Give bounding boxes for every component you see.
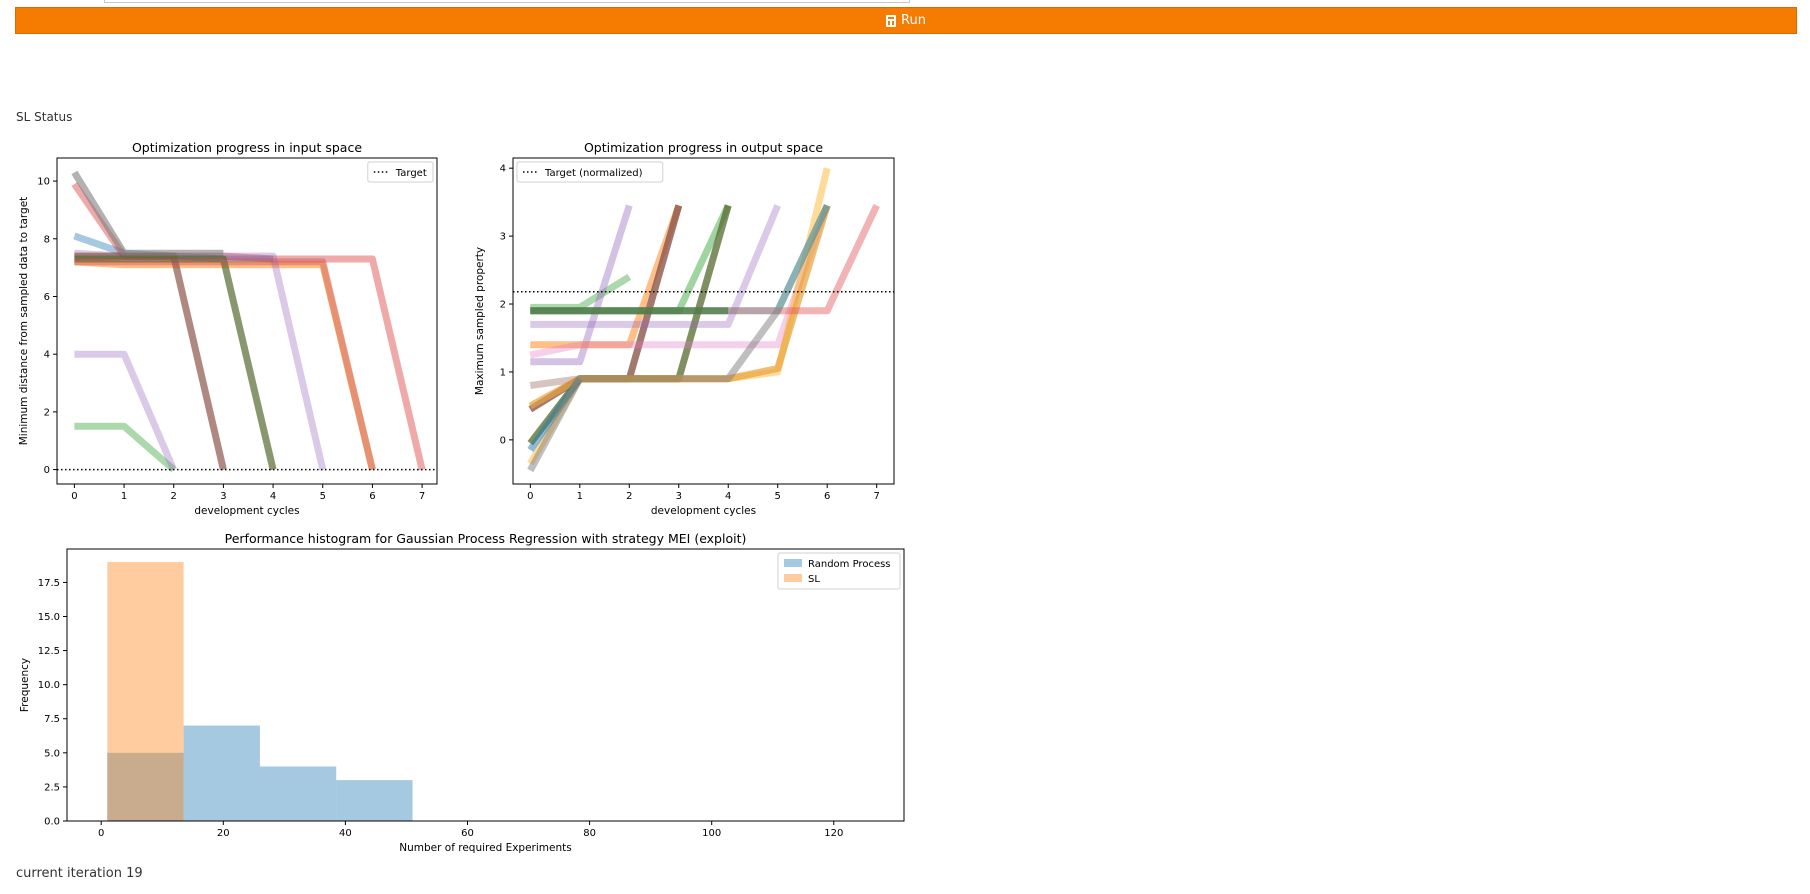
output-chart-ytick-label: 2 [500, 300, 506, 311]
output-chart-series-line-2 [530, 204, 633, 366]
output-chart-ytick-label: 1 [500, 367, 506, 378]
input-chart-series-line-9 [74, 255, 277, 471]
hist-xtick-label: 120 [824, 828, 843, 839]
output-chart-xlabel: development cycles [651, 505, 756, 517]
output-chart-ytick-label: 4 [500, 164, 506, 175]
output-chart-ytick-label: 3 [500, 232, 506, 243]
hist-xtick-label: 40 [339, 828, 352, 839]
output-chart-ylabel: Maximum sampled property [474, 247, 486, 395]
input-chart-ytick-label: 0 [44, 465, 50, 476]
hist-bar-random-process-3 [259, 766, 337, 821]
output-chart-xtick-label: 6 [824, 491, 830, 502]
input-chart-xtick-label: 2 [171, 491, 177, 502]
hist-ytick-label: 2.5 [44, 782, 60, 793]
output-chart-series-line-9 [529, 204, 831, 359]
performance-histogram-figure: Performance histogram for Gaussian Proce… [19, 531, 905, 854]
hist-axes-frame [66, 548, 905, 822]
output-chart-xtick-label: 2 [626, 491, 632, 502]
hist-xlabel: Number of required Experiments [399, 842, 571, 854]
hist-ylabel: Frequency [19, 658, 31, 712]
input-chart-xtick-label: 0 [71, 491, 77, 502]
hist-bar-random-process-1 [107, 752, 184, 821]
hist-legend-swatch [784, 559, 802, 567]
run-button[interactable]: Run [15, 7, 1797, 34]
hist-ytick-label: 5.0 [44, 748, 60, 759]
input-chart-xtick-label: 4 [270, 491, 276, 502]
input-chart-ytick-label: 10 [37, 177, 50, 188]
output-chart-title: Optimization progress in output space [584, 140, 823, 155]
hist-ytick-label: 12.5 [38, 646, 60, 657]
output-chart-xtick-label: 7 [873, 491, 879, 502]
input-chart-ytick-label: 2 [44, 407, 50, 418]
hist-bar-random-process-4 [336, 780, 413, 821]
optimization-progress-figure: Optimization progress in input space deve… [18, 140, 895, 517]
input-chart-xtick-label: 3 [220, 491, 226, 502]
input-chart-series-line-5 [74, 350, 177, 471]
input-chart-ytick-label: 4 [44, 350, 50, 361]
hist-xtick-label: 60 [461, 828, 474, 839]
input-chart-series-line-3 [74, 422, 177, 473]
top-text-input[interactable] [104, 0, 910, 3]
input-chart-axes-frame [56, 157, 438, 485]
output-chart-ytick-label: 0 [500, 435, 506, 446]
output-chart-legend-label: Target (normalized) [544, 168, 643, 179]
hist-ytick-label: 7.5 [44, 714, 60, 725]
input-chart-title: Optimization progress in input space [132, 140, 362, 155]
input-chart-ytick-label: 8 [44, 234, 50, 245]
input-chart-series-line-8 [71, 170, 224, 257]
input-chart-xlabel: development cycles [194, 505, 299, 517]
input-chart-ytick-label: 6 [44, 292, 50, 303]
hist-xtick-label: 100 [702, 828, 721, 839]
hist-title: Performance histogram for Gaussian Proce… [225, 531, 747, 546]
hist-legend-label: SL [808, 574, 820, 585]
output-chart-series-line-6 [530, 204, 732, 315]
input-chart-xtick-label: 5 [320, 491, 326, 502]
output-chart-xtick-label: 1 [577, 491, 583, 502]
calculator-icon [886, 14, 897, 27]
hist-xtick-label: 20 [217, 828, 230, 839]
input-chart-legend-label: Target [395, 168, 427, 179]
hist-legend [777, 552, 901, 590]
hist-legend-swatch [784, 574, 802, 582]
output-chart-xtick-label: 0 [527, 491, 533, 502]
hist-ytick-label: 0.0 [44, 817, 60, 828]
output-chart-legend [516, 161, 664, 183]
input-chart-legend [367, 161, 434, 183]
input-chart-xtick-label: 6 [369, 491, 375, 502]
hist-ytick-label: 15.0 [38, 612, 60, 623]
hist-ytick-label: 17.5 [38, 578, 60, 589]
input-chart-xtick-label: 1 [121, 491, 127, 502]
output-chart-xtick-label: 5 [775, 491, 781, 502]
output-chart-plot-area [513, 167, 894, 473]
iteration-label: current iteration 19 [16, 866, 143, 881]
status-label: SL Status [16, 110, 73, 124]
hist-xtick-label: 0 [98, 828, 104, 839]
output-chart-axes-frame [512, 157, 895, 485]
input-chart-ylabel: Minimum distance from sampled data to ta… [18, 197, 30, 446]
output-chart-xtick-label: 4 [725, 491, 731, 502]
output-chart-xtick-label: 3 [676, 491, 682, 502]
hist-bar-sl-1 [107, 561, 184, 821]
hist-bar-random-process-2 [183, 725, 260, 821]
hist-ytick-label: 10.0 [38, 680, 60, 691]
input-chart-series-line-7 [74, 252, 227, 471]
input-chart-plot-area [57, 170, 437, 473]
input-chart-series-line-10 [74, 258, 376, 471]
output-chart-series-line-3 [530, 204, 683, 349]
hist-legend-label: Random Process [808, 559, 891, 570]
output-chart-series-line-8 [530, 204, 781, 328]
input-chart-xtick-label: 7 [419, 491, 425, 502]
hist-xtick-label: 80 [583, 828, 596, 839]
run-button-label: Run [901, 13, 926, 28]
output-chart-series-line-16 [527, 204, 831, 473]
